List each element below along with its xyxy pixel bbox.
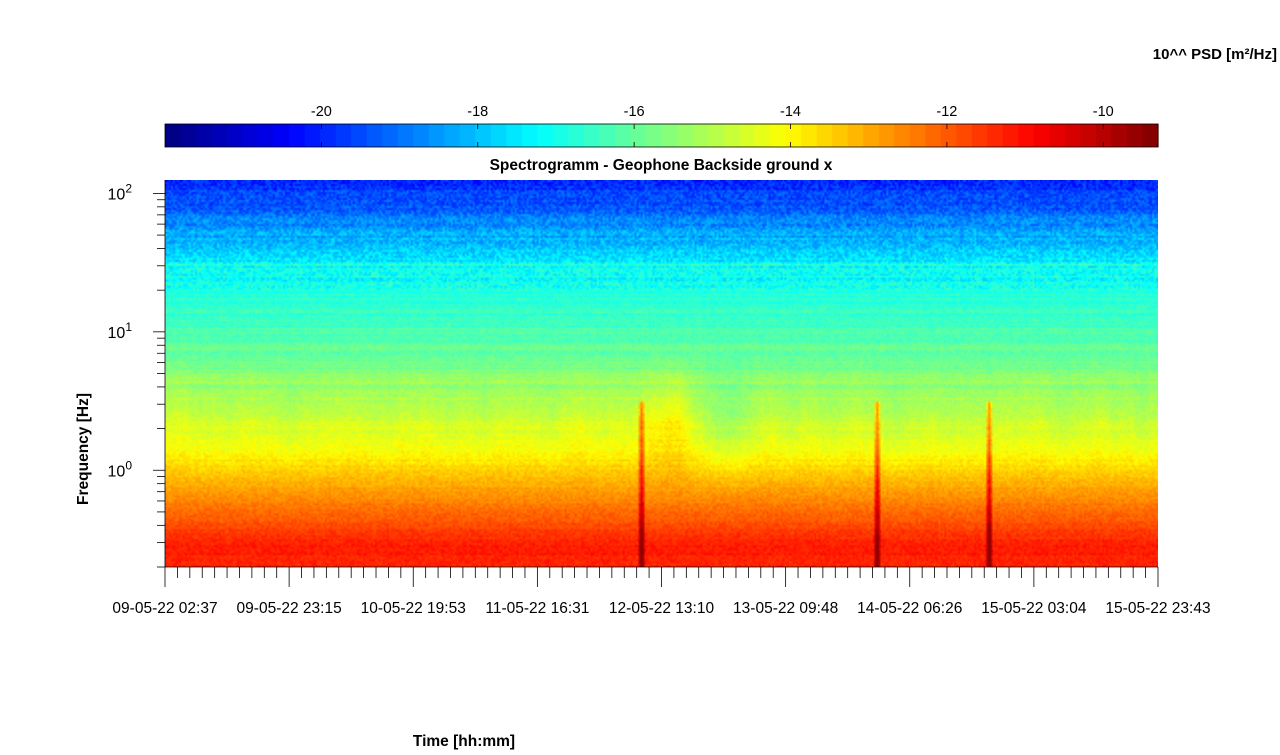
colorbar-cell bbox=[521, 124, 538, 147]
colorbar-cell bbox=[987, 124, 1004, 147]
y-axis: 100 101 102 bbox=[108, 180, 166, 568]
colorbar-frame bbox=[164, 123, 1159, 148]
y-tick-label: 102 bbox=[108, 181, 133, 203]
colorbar-label: 10^^ PSD [m²/Hz] bbox=[1153, 46, 1277, 63]
colorbar-tick-label: -18 bbox=[467, 104, 488, 120]
colorbar-cell bbox=[211, 124, 228, 147]
colorbar-cell bbox=[1095, 124, 1113, 147]
colorbar-cell bbox=[1049, 124, 1066, 147]
colorbar-cell bbox=[770, 124, 787, 147]
spectrogram-plot: 100 101 102 09-05-22 02:37 09-05-22 23:15 10… bbox=[108, 180, 1211, 617]
colorbar-cell bbox=[568, 124, 585, 147]
colorbar-cell bbox=[630, 124, 647, 147]
colorbar-cell bbox=[1018, 124, 1035, 147]
colorbar-cell bbox=[320, 124, 337, 147]
colorbar-cell bbox=[1126, 124, 1144, 147]
colorbar-cell bbox=[289, 124, 306, 147]
colorbar-cell bbox=[940, 124, 957, 147]
colorbar-cell bbox=[832, 124, 849, 147]
colorbar-cell bbox=[801, 124, 818, 147]
colorbar-cell bbox=[180, 124, 197, 147]
x-tick-label: 09-05-22 02:37 bbox=[112, 600, 217, 617]
x-tick-label: 10-05-22 19:53 bbox=[361, 600, 466, 617]
colorbar-cell bbox=[273, 124, 290, 147]
colorbar-cell bbox=[428, 124, 445, 147]
colorbar: 10^^ PSD [m²/Hz] -20 -18 -16 -14 -12 -10 bbox=[164, 46, 1277, 148]
colorbar-cell bbox=[847, 124, 864, 147]
colorbar-cell bbox=[1002, 124, 1019, 147]
colorbar-cell bbox=[366, 124, 383, 147]
colorbar-tick-label: -16 bbox=[624, 104, 645, 120]
colorbar-cell bbox=[599, 124, 616, 147]
colorbar-cell bbox=[490, 124, 507, 147]
y-tick-label: 100 bbox=[108, 458, 133, 480]
colorbar-cell bbox=[723, 124, 740, 147]
colorbar-cell bbox=[863, 124, 880, 147]
colorbar-cell bbox=[708, 124, 725, 147]
y-tick-label: 101 bbox=[108, 320, 133, 342]
colorbar-cell bbox=[1033, 124, 1050, 147]
colorbar-cell bbox=[661, 124, 678, 147]
x-tick-label: 13-05-22 09:48 bbox=[733, 600, 838, 617]
colorbar-cell bbox=[878, 124, 895, 147]
y-axis-label: Frequency [Hz] bbox=[75, 393, 92, 505]
chart-title: Spectrogramm - Geophone Backside ground … bbox=[490, 157, 833, 174]
colorbar-cell bbox=[739, 124, 756, 147]
colorbar-cell bbox=[335, 124, 352, 147]
x-tick-label: 12-05-22 13:10 bbox=[609, 600, 715, 617]
colorbar-cell bbox=[583, 124, 601, 147]
colorbar-cell bbox=[397, 124, 414, 147]
x-tick-label: 15-05-22 23:43 bbox=[1105, 600, 1210, 617]
x-tick-label: 11-05-22 16:31 bbox=[485, 600, 589, 617]
colorbar-tick-label: -14 bbox=[780, 104, 801, 120]
colorbar-cell bbox=[754, 124, 771, 147]
colorbar-cell bbox=[677, 124, 694, 147]
colorbar-cell bbox=[382, 124, 399, 147]
x-axis-label: Time [hh:mm] bbox=[413, 733, 515, 750]
colorbar-tick-label: -20 bbox=[311, 104, 332, 120]
colorbar-ticks: -20 -18 -16 -14 -12 -10 bbox=[311, 104, 1114, 147]
x-tick-label: 09-05-22 23:15 bbox=[237, 600, 342, 617]
colorbar-tick-label: -12 bbox=[936, 104, 957, 120]
colorbar-cell bbox=[692, 124, 709, 147]
x-tick-label: 14-05-22 06:26 bbox=[857, 600, 962, 617]
colorbar-cell bbox=[304, 124, 321, 147]
colorbar-cell bbox=[196, 124, 213, 147]
colorbar-cell bbox=[1064, 124, 1082, 147]
colorbar-cell bbox=[909, 124, 926, 147]
colorbar-cell bbox=[956, 124, 973, 147]
colorbar-cell bbox=[1111, 124, 1128, 147]
colorbar-cell bbox=[227, 124, 244, 147]
colorbar-cell bbox=[925, 124, 942, 147]
colorbar-cell bbox=[475, 124, 492, 147]
spectrogram-heatmap bbox=[165, 180, 1158, 567]
colorbar-cell bbox=[971, 124, 988, 147]
colorbar-cell bbox=[351, 124, 368, 147]
x-tick-label: 15-05-22 03:04 bbox=[981, 600, 1087, 617]
colorbar-cell bbox=[785, 124, 802, 147]
colorbar-cell bbox=[165, 124, 182, 147]
colorbar-cell bbox=[816, 124, 833, 147]
colorbar-cell bbox=[506, 124, 523, 147]
colorbar-gradient bbox=[165, 124, 1159, 147]
colorbar-cell bbox=[413, 124, 430, 147]
x-axis: 09-05-22 02:37 09-05-22 23:15 10-05-22 19:… bbox=[112, 566, 1211, 617]
colorbar-tick-label: -10 bbox=[1093, 104, 1114, 120]
colorbar-cell bbox=[1142, 124, 1159, 147]
colorbar-cell bbox=[1080, 124, 1097, 147]
colorbar-cell bbox=[459, 124, 476, 147]
colorbar-cell bbox=[552, 124, 570, 147]
colorbar-cell bbox=[894, 124, 911, 147]
colorbar-cell bbox=[645, 124, 663, 147]
colorbar-cell bbox=[614, 124, 632, 147]
colorbar-cell bbox=[444, 124, 461, 147]
colorbar-cell bbox=[537, 124, 554, 147]
colorbar-cell bbox=[258, 124, 275, 147]
colorbar-cell bbox=[242, 124, 259, 147]
